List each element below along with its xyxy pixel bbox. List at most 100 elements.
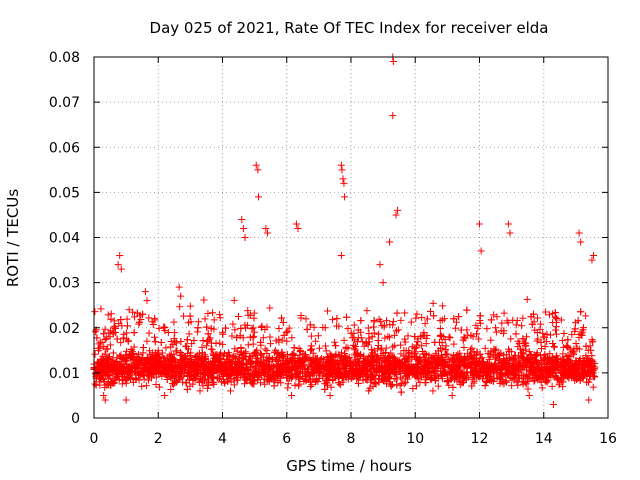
roti-point (416, 378, 424, 386)
roti-point (489, 377, 497, 385)
roti-point (339, 360, 347, 368)
roti-point (170, 318, 178, 326)
chart-title: Day 025 of 2021, Rate Of TEC Index for r… (150, 19, 549, 37)
roti-point (450, 340, 458, 348)
roti-point (500, 309, 508, 317)
roti-point (96, 381, 104, 389)
roti-point (225, 372, 233, 380)
roti-point (175, 283, 183, 291)
roti-point (208, 345, 216, 353)
roti-point (386, 333, 394, 341)
roti-point (573, 344, 581, 352)
roti-point (364, 324, 372, 332)
roti-point (472, 351, 480, 359)
roti-point (451, 364, 459, 372)
roti-point (203, 323, 211, 331)
roti-point (124, 322, 132, 330)
roti-point (250, 328, 258, 336)
roti-point (525, 391, 533, 399)
roti-point (246, 358, 254, 366)
roti-point (588, 256, 596, 264)
roti-point (122, 379, 130, 387)
roti-point (477, 367, 485, 375)
roti-point (340, 336, 348, 344)
roti-point (151, 338, 159, 346)
roti-point (573, 376, 581, 384)
roti-point (98, 371, 106, 379)
roti-point (240, 350, 248, 358)
roti-point (248, 325, 256, 333)
roti-point (518, 349, 526, 357)
roti-point (254, 354, 262, 362)
roti-point (264, 373, 272, 381)
roti-point (551, 363, 559, 371)
roti-point (342, 343, 350, 351)
roti-point (456, 358, 464, 366)
roti-point (186, 312, 194, 320)
roti-point (234, 313, 242, 321)
roti-point (424, 361, 432, 369)
roti-point (570, 361, 578, 369)
roti-point (403, 363, 411, 371)
roti-point (154, 346, 162, 354)
roti-point (202, 342, 210, 350)
roti-point (302, 355, 310, 363)
roti-point (412, 382, 420, 390)
roti-point (583, 378, 591, 386)
roti-point (261, 369, 269, 377)
roti-point (550, 342, 558, 350)
roti-point (252, 161, 260, 169)
roti-point (122, 396, 130, 404)
roti-point (206, 369, 214, 377)
roti-point (577, 330, 585, 338)
roti-point (143, 337, 151, 345)
roti-point (408, 353, 416, 361)
roti-point (329, 375, 337, 383)
roti-point (423, 315, 431, 323)
roti-point (551, 313, 559, 321)
roti-point (397, 316, 405, 324)
roti-point (185, 330, 193, 338)
roti-point (262, 224, 270, 232)
roti-point (227, 378, 235, 386)
roti-point (177, 292, 185, 300)
roti-point (326, 350, 334, 358)
roti-point (543, 330, 551, 338)
roti-point (476, 350, 484, 358)
roti-point (505, 363, 513, 371)
roti-point (564, 343, 572, 351)
roti-point (161, 367, 169, 375)
roti-point (219, 340, 227, 348)
roti-point (233, 334, 241, 342)
roti-point (578, 328, 586, 336)
roti-point (199, 382, 207, 390)
roti-point (549, 340, 557, 348)
roti-point (145, 372, 153, 380)
roti-point (490, 311, 498, 319)
roti-point (190, 336, 198, 344)
roti-point (571, 360, 579, 368)
roti-point (223, 356, 231, 364)
roti-point (436, 317, 444, 325)
roti-point (333, 315, 341, 323)
roti-point (116, 252, 124, 260)
roti-point (325, 376, 333, 384)
roti-point (187, 318, 195, 326)
roti-point (170, 372, 178, 380)
roti-point (207, 325, 215, 333)
roti-point (101, 396, 109, 404)
roti-point (422, 340, 430, 348)
roti-point (266, 333, 274, 341)
roti-point (278, 336, 286, 344)
roti-point (451, 355, 459, 363)
roti-point (259, 334, 267, 342)
roti-point (375, 362, 383, 370)
roti-point (312, 378, 320, 386)
roti-point (204, 365, 212, 373)
roti-point (197, 361, 205, 369)
roti-point (441, 315, 449, 323)
roti-point (380, 368, 388, 376)
roti-point (439, 302, 447, 310)
roti-point (503, 317, 511, 325)
roti-point (519, 335, 527, 343)
